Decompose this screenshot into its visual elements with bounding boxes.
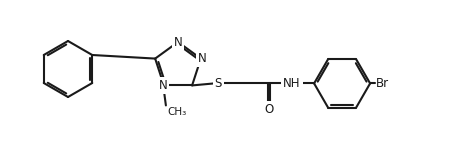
Text: N: N (198, 52, 206, 65)
Text: N: N (158, 79, 167, 92)
Text: N: N (173, 36, 182, 49)
Text: Br: Br (376, 77, 389, 90)
Text: O: O (264, 103, 273, 116)
Text: NH: NH (283, 77, 301, 90)
Text: H: H (288, 75, 296, 85)
Text: CH₃: CH₃ (167, 107, 186, 117)
Text: S: S (214, 77, 222, 90)
Text: N: N (288, 80, 296, 93)
